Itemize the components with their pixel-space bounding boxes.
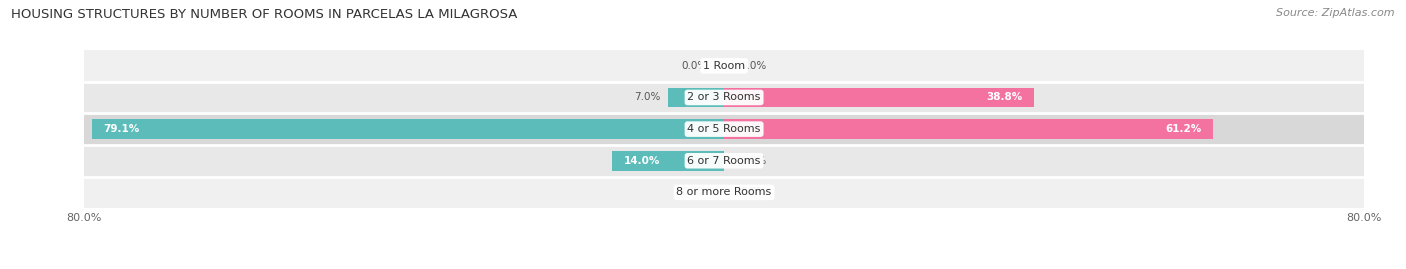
Text: 4 or 5 Rooms: 4 or 5 Rooms <box>688 124 761 134</box>
Text: 61.2%: 61.2% <box>1166 124 1202 134</box>
Text: 38.8%: 38.8% <box>986 93 1022 102</box>
Text: 6 or 7 Rooms: 6 or 7 Rooms <box>688 156 761 166</box>
Text: HOUSING STRUCTURES BY NUMBER OF ROOMS IN PARCELAS LA MILAGROSA: HOUSING STRUCTURES BY NUMBER OF ROOMS IN… <box>11 8 517 21</box>
Bar <box>612 151 724 171</box>
Text: 0.0%: 0.0% <box>740 156 766 166</box>
Text: 8 or more Rooms: 8 or more Rooms <box>676 187 772 197</box>
Bar <box>84 50 1364 82</box>
Bar <box>668 88 724 107</box>
Text: 0.0%: 0.0% <box>682 187 709 197</box>
Bar <box>84 113 1364 145</box>
Bar <box>84 145 1364 176</box>
Text: 7.0%: 7.0% <box>634 93 661 102</box>
Text: 1 Room: 1 Room <box>703 61 745 71</box>
Text: 0.0%: 0.0% <box>682 61 709 71</box>
Bar <box>84 82 1364 113</box>
Text: Source: ZipAtlas.com: Source: ZipAtlas.com <box>1277 8 1395 18</box>
Text: 0.0%: 0.0% <box>740 187 766 197</box>
Bar <box>724 119 1213 139</box>
Text: 14.0%: 14.0% <box>624 156 661 166</box>
Text: 0.0%: 0.0% <box>740 61 766 71</box>
Text: 2 or 3 Rooms: 2 or 3 Rooms <box>688 93 761 102</box>
Bar <box>84 176 1364 208</box>
Text: 79.1%: 79.1% <box>104 124 139 134</box>
Bar <box>91 119 724 139</box>
Bar <box>724 88 1035 107</box>
